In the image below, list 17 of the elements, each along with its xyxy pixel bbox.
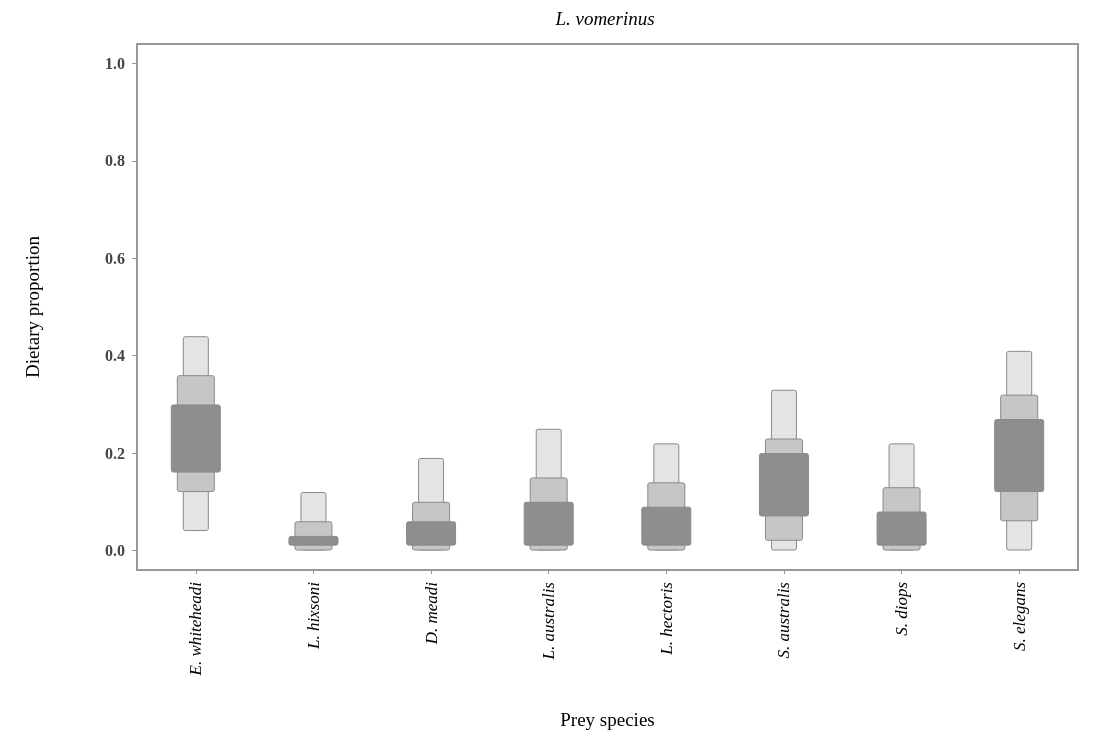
x-tick-label: E. whiteheadi	[186, 581, 206, 677]
x-tick-label: L. australis	[539, 581, 559, 661]
y-axis-title: Dietary proportion	[22, 235, 43, 378]
y-tick-label: 0.0	[105, 542, 125, 560]
chart-title: L. vomerinus	[554, 8, 655, 29]
y-tick-label: 0.8	[105, 152, 125, 170]
y-tick-label: 1.0	[105, 54, 125, 72]
x-tick-label: S. elegans	[1009, 581, 1029, 651]
x-tick-label: L. hixsoni	[303, 581, 323, 651]
x-tick-label: D. meadi	[421, 581, 441, 646]
x-axis-title: Prey species	[560, 709, 655, 730]
y-tick-label: 0.4	[105, 347, 125, 365]
x-tick-label: L. hectoris	[656, 581, 676, 656]
y-tick-label: 0.6	[105, 249, 125, 267]
x-tick-label: S. diops	[892, 581, 912, 636]
y-tick-label: 0.2	[105, 444, 125, 462]
x-tick-label: S. australis	[774, 581, 794, 659]
